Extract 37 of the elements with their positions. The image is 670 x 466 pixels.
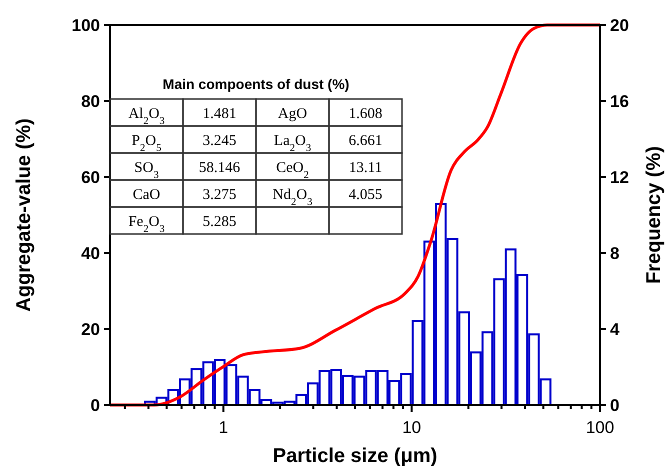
y2-tick-label: 20 [610,16,629,35]
annotation: La$_{2}$O$_{3}$ [274,133,312,154]
y2-tick-label: 4 [610,320,620,339]
annotation: Fe$_{2}$O$_{3}$ [128,214,165,234]
y2-axis-title: Frequency (%) [643,146,665,284]
annotation: 4.055 [348,187,382,203]
y-tick-label: 100 [72,16,100,35]
annotation: Al$_{2}$O$_{3}$ [128,106,165,126]
y-tick-label: 80 [81,92,100,111]
y2-tick-label: 0 [610,396,620,415]
y-tick-label: 20 [81,320,100,339]
annotation: CeO$_{2}$ [276,160,309,180]
annotation: 6.661 [348,133,382,149]
x-tick-label: 1 [218,418,228,437]
annotation: 58.146 [198,160,241,176]
y2-tick-label: 8 [610,244,620,263]
annotation: 3.245 [202,133,236,149]
annotation: 1.481 [202,106,236,122]
annotation: 1.608 [348,106,382,122]
annotation: Main compoents of dust (%) [162,76,350,92]
x-tick-label: 100 [586,418,614,437]
y-tick-label: 40 [81,244,100,263]
annotation: 13.11 [348,160,382,176]
x-axis-title: Particle size (μm) [272,445,438,466]
annotation: 5.285 [202,214,236,230]
annotation: AgO [278,106,308,122]
y2-tick-label: 12 [610,168,629,187]
annotation: SO$_{3}$ [134,160,159,180]
x-tick-label: 10 [402,418,422,437]
y2-tick-label: 16 [610,92,629,111]
annotation: CaO [132,187,160,203]
annotation: 3.275 [202,187,236,203]
annotation: Nd$_{2}$O$_{3}$ [272,187,312,208]
annotation: P$_{2}$O$_{5}$ [132,133,162,154]
y-tick-label: 60 [81,168,100,187]
y-tick-label: 0 [90,396,100,415]
y-axis-title: Aggregate-value (%) [13,118,35,312]
